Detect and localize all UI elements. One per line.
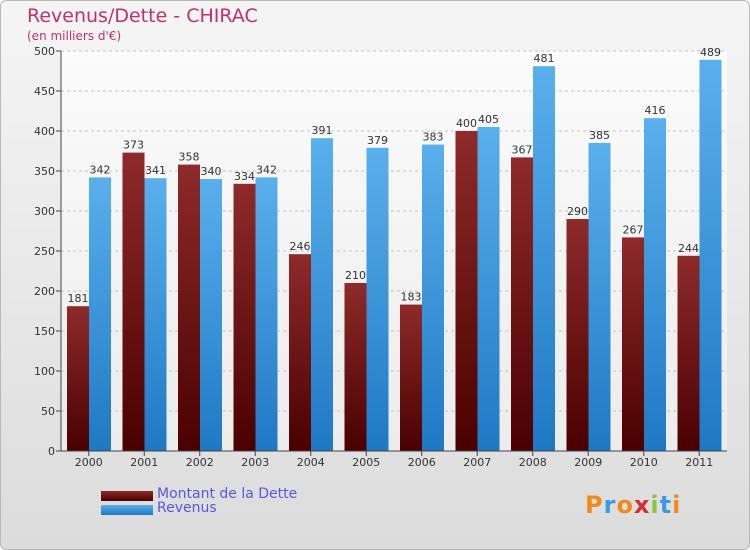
data-label: 340 [201,165,222,178]
bar-dette [566,219,589,451]
data-label: 405 [478,113,499,126]
data-label: 244 [678,242,699,255]
logo-letter: t [659,491,673,519]
data-label: 373 [123,139,144,152]
bar-dette [178,164,200,451]
bar-dette [455,131,478,451]
y-tick-label: 300 [34,205,55,218]
bar-dette [622,237,644,451]
y-tick-label: 0 [48,445,55,458]
bar-dette [233,183,256,452]
logo-letter: i [672,491,682,519]
x-tick-label: 2009 [574,456,602,469]
bar-dette [122,152,145,451]
y-tick-label: 150 [34,325,55,338]
bar-dette [344,283,367,451]
logo-letter: x [633,491,651,519]
bar-dette [289,254,311,451]
legend-label-debt: Montant de la Dette [157,486,298,502]
x-tick-label: 2001 [130,456,158,469]
data-label: 379 [367,134,388,147]
x-tick-label: 2011 [685,456,713,469]
bar-revenus [144,178,167,451]
x-tick-label: 2002 [186,456,214,469]
data-label: 210 [345,269,366,282]
bar-revenus [311,138,333,451]
bar-revenus [644,118,666,451]
x-tick-label: 2007 [463,456,491,469]
bar-dette [677,255,700,451]
y-tick-label: 200 [34,285,55,298]
bar-revenus [200,179,222,451]
data-label: 385 [589,129,610,142]
bar-revenus [477,127,500,451]
data-label: 334 [234,170,255,183]
y-tick-label: 100 [34,365,55,378]
bar-dette [67,306,89,451]
y-tick-label: 450 [34,85,55,98]
x-tick-label: 2005 [352,456,380,469]
x-tick-label: 2004 [297,456,325,469]
data-label: 341 [145,164,166,177]
data-label: 342 [256,163,277,176]
bar-dette [511,157,533,451]
data-label: 400 [456,117,477,130]
legend-swatch-revenus [101,505,153,515]
chart-title: Revenus/Dette - CHIRAC [27,5,258,27]
data-label: 367 [512,143,533,156]
bar-revenus [588,143,611,451]
x-tick-label: 2006 [408,456,436,469]
data-label: 481 [534,52,555,65]
bar-revenus [699,59,722,452]
logo-letter: o [616,491,634,519]
logo-letter: i [650,491,660,519]
proxiti-logo: Proxiti [585,491,681,519]
bar-dette [400,304,422,451]
legend-label-revenus: Revenus [157,500,217,516]
y-tick-label: 350 [34,165,55,178]
bar-revenus [366,147,389,452]
y-tick-label: 50 [41,405,55,418]
bar-revenus [255,177,278,451]
bar-revenus [89,177,111,451]
bar-revenus [533,66,555,451]
x-tick-label: 2010 [630,456,658,469]
legend-swatch-debt [101,491,153,501]
data-label: 290 [567,205,588,218]
data-label: 391 [312,124,333,137]
data-label: 416 [645,104,666,117]
chart-subtitle: (en milliers d'€) [27,29,122,43]
logo-letter: P [585,491,604,519]
data-label: 183 [401,291,422,304]
data-label: 267 [623,223,644,236]
y-tick-label: 400 [34,125,55,138]
bar-revenus [422,144,444,451]
data-label: 246 [290,240,311,253]
y-tick-label: 250 [34,245,55,258]
x-tick-label: 2008 [519,456,547,469]
data-label: 358 [179,151,200,164]
data-label: 383 [423,131,444,144]
data-label: 342 [90,163,111,176]
y-tick-label: 500 [34,45,55,58]
x-tick-label: 2000 [75,456,103,469]
logo-letter: r [603,491,617,519]
data-label: 181 [68,292,89,305]
x-tick-label: 2003 [241,456,269,469]
data-label: 489 [700,46,721,59]
